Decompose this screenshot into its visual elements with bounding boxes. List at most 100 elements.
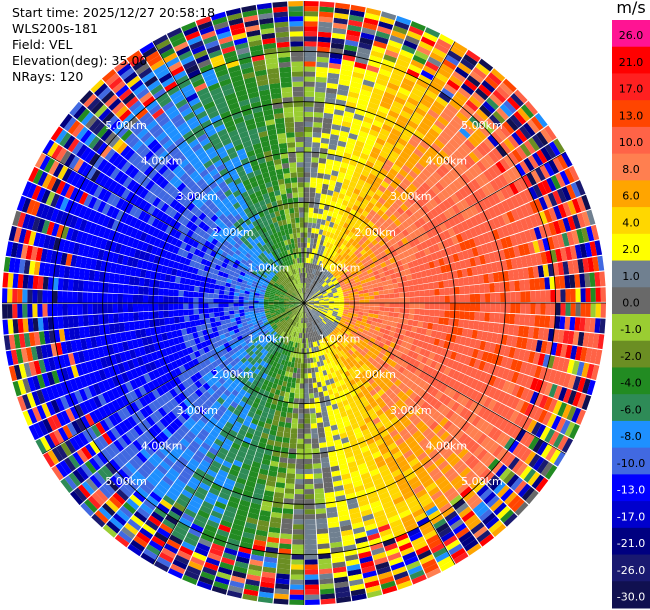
ppi-gate [498,174,509,187]
ppi-gate [519,191,529,204]
ppi-gate [311,433,319,439]
ppi-gate [311,438,319,444]
ppi-gate [476,245,484,256]
ppi-gate [331,277,337,283]
ppi-gate [485,182,496,195]
ppi-gate [328,260,334,267]
ppi-gate [429,289,435,296]
ppi-gate [433,281,440,289]
ppi-gate [557,219,567,234]
ppi-gate [418,217,427,226]
ppi-gate [472,163,483,176]
ppi-gate [309,290,313,295]
ppi-gate [366,189,375,198]
ppi-gate [314,101,325,108]
ppi-gate [392,242,400,250]
ppi-gate [390,273,397,280]
ppi-gate [325,92,337,100]
ppi-gate [370,216,378,225]
ppi-gate [316,182,323,189]
ppi-gate [358,293,365,298]
ppi-gate [444,295,450,303]
ppi-gate [320,288,326,292]
ppi-gate [552,157,564,172]
ppi-gate [429,309,435,317]
ppi-gate [398,252,405,260]
ppi-gate [403,39,418,50]
ppi-gate [395,185,405,195]
ppi-gate [342,178,351,186]
ppi-gate [509,280,516,292]
ppi-gate [359,152,369,161]
ppi-gate [360,242,368,249]
ppi-gate [319,279,325,285]
ppi-gate [335,284,341,289]
ppi-gate [325,231,331,238]
ppi-gate [374,274,381,280]
ppi-gate [325,97,336,105]
ppi-gate [314,96,325,103]
ppi-gate [305,262,309,268]
ppi-gate [421,204,430,214]
ppi-gate [314,259,318,265]
ppi-gate [496,202,506,215]
ppi-gate [310,273,314,280]
ppi-gate [299,343,302,349]
ppi-gate [300,373,304,379]
ppi-gate [490,68,506,82]
ppi-gate [288,371,293,378]
ppi-gate [407,156,418,166]
ppi-gate [286,468,296,474]
ppi-gate [335,274,341,280]
ppi-gate [562,217,572,232]
ppi-gate [295,378,301,384]
ppi-gate [305,584,320,590]
ppi-gate [530,116,544,131]
ppi-gate [405,187,414,196]
ppi-gate [366,281,372,286]
ppi-gate [342,291,349,295]
ppi-gate [304,509,316,515]
ppi-gate [475,175,486,188]
ppi-gate [306,247,310,253]
ppi-gate [292,539,304,545]
ppi-gate [507,152,519,166]
ppi-gate [361,147,372,156]
ppi-gate [506,96,521,111]
ppi-gate [344,44,358,52]
ppi-gate [356,261,363,268]
ppi-gate [442,58,457,71]
ppi-gate [408,205,418,214]
ppi-gate [439,63,454,75]
ppi-gate [434,288,440,296]
ppi-gate [310,362,315,369]
ppi-gate [360,249,367,256]
ppi-gate [487,194,497,207]
ppi-gate [334,104,346,111]
ppi-gate [277,558,291,565]
ppi-gate [429,236,438,246]
ppi-gate [317,46,330,53]
ppi-gate [510,195,520,209]
ppi-gate [490,303,496,313]
ppi-gate [380,180,390,189]
ppi-gate [402,263,410,270]
ppi-gate [530,290,536,303]
ppi-gate [387,154,397,164]
ppi-gate [325,265,331,271]
ppi-gate [434,181,445,192]
ppi-gate [307,283,310,289]
ppi-gate [460,231,469,242]
ppi-gate [396,206,405,216]
ppi-gate [377,132,388,142]
ppi-gate [304,569,319,575]
ppi-gate [328,184,335,192]
ppi-gate [304,212,309,218]
ppi-gate [312,258,316,265]
ppi-gate [479,303,486,312]
ppi-gate [392,189,402,198]
ppi-gate [357,246,364,253]
ppi-gate [306,272,309,279]
ppi-gate [326,289,332,293]
ppi-gate [382,285,389,291]
